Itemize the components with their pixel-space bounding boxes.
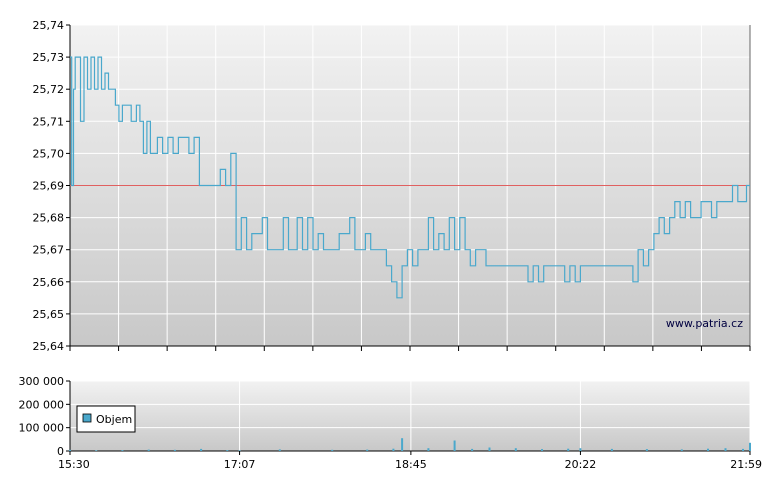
price-y-tick-label: 25,66 (33, 276, 65, 289)
volume-bar (707, 448, 709, 451)
volume-bar (680, 449, 683, 451)
volume-y-tick-label: 0 (57, 445, 64, 458)
volume-bar (278, 449, 281, 451)
volume-bar (724, 448, 727, 451)
volume-bar (541, 449, 543, 451)
volume-bar (453, 440, 456, 451)
volume-bar (401, 438, 404, 451)
volume-bar (173, 449, 176, 451)
volume-bar (392, 448, 395, 451)
volume-bar (121, 450, 124, 451)
price-y-tick-label: 25,70 (33, 147, 65, 160)
price-y-tick-label: 25,72 (33, 83, 65, 96)
volume-bar (514, 448, 517, 451)
price-series-line (70, 56, 750, 299)
price-y-tick-label: 25,68 (33, 212, 65, 225)
x-tick-label: 20:22 (565, 458, 597, 471)
volume-y-tick-label: 300 000 (19, 375, 65, 388)
volume-y-tick-label: 200 000 (19, 398, 65, 411)
volume-y-tick-label: 100 000 (19, 422, 65, 435)
volume-bar (238, 450, 241, 451)
volume-bar (331, 449, 334, 451)
price-y-tick-label: 25,64 (33, 340, 65, 353)
price-y-tick-label: 25,74 (33, 19, 65, 32)
x-tick-label: 18:45 (395, 458, 427, 471)
volume-bar (579, 448, 582, 451)
volume-bar (95, 450, 98, 451)
volume-bar (147, 449, 150, 451)
volume-bar (200, 448, 203, 451)
volume-bar (610, 448, 613, 451)
volume-bar (69, 449, 71, 451)
x-tick-label: 21:59 (730, 458, 762, 471)
price-y-tick-label: 25,67 (33, 244, 65, 257)
price-panel: 25,64 25,65 25,66 25,67 25,68 25,69 25,70 25,71… (33, 19, 751, 353)
volume-bar (427, 448, 430, 451)
volume-legend: Objem (76, 405, 136, 433)
price-y-tick-label: 25,71 (33, 115, 65, 128)
legend-label: Objem (96, 413, 132, 426)
price-y-tick-label: 25,69 (33, 180, 65, 193)
watermark: www.patria.cz (666, 317, 743, 330)
volume-plot-background (70, 381, 750, 451)
volume-bar (567, 448, 570, 451)
volume-bar (742, 448, 744, 451)
volume-bar (471, 448, 474, 451)
volume-panel: 0 100 000 200 000 300 000 15:30 17:07 18:45 20:… (19, 375, 763, 471)
volume-bar (226, 450, 229, 451)
price-y-tick-label: 25,65 (33, 308, 65, 321)
volume-bar (366, 449, 369, 451)
legend-swatch (82, 413, 92, 423)
price-y-tick-label: 25,73 (33, 51, 65, 64)
volume-bar (488, 447, 491, 451)
x-tick-label: 15:30 (58, 458, 90, 471)
volume-bar (749, 442, 751, 451)
x-tick-label: 17:07 (224, 458, 256, 471)
volume-bar (645, 449, 648, 451)
